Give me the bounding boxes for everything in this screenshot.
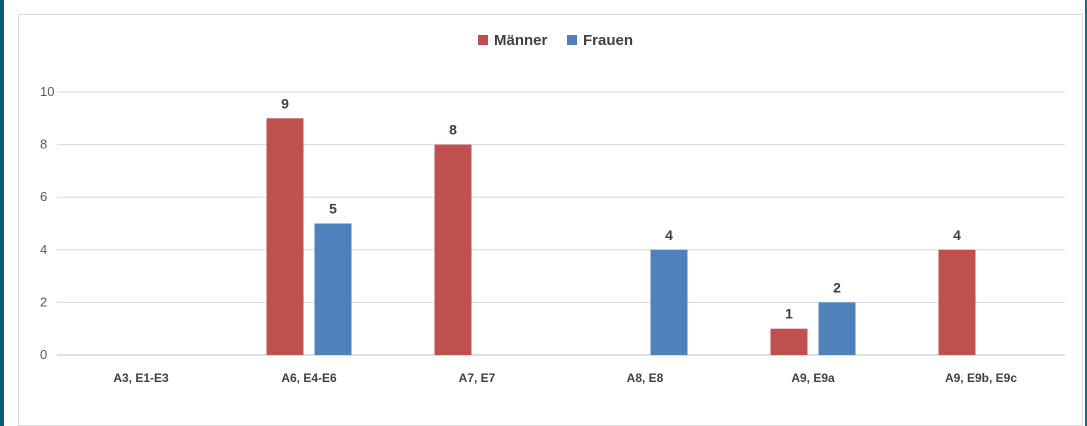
x-tick-label: A8, E8 bbox=[627, 371, 664, 385]
x-tick-label: A9, E9b, E9c bbox=[945, 371, 1017, 385]
data-label: 8 bbox=[449, 122, 457, 138]
data-label: 4 bbox=[665, 227, 673, 243]
y-tick-label: 2 bbox=[40, 294, 47, 309]
gridlines bbox=[57, 91, 1065, 356]
bar-männer-4 bbox=[770, 328, 808, 355]
bar-frauen-1 bbox=[314, 223, 352, 355]
data-label: 9 bbox=[281, 95, 289, 111]
bar-männer-5 bbox=[938, 249, 976, 355]
y-tick-label: 4 bbox=[40, 242, 47, 257]
legend-swatch-männer bbox=[478, 35, 488, 45]
x-tick-label: A9, E9a bbox=[791, 371, 835, 385]
bars bbox=[266, 118, 976, 355]
y-tick-label: 10 bbox=[40, 84, 54, 99]
data-labels: 9 5 8 4 1 2 4 bbox=[281, 95, 961, 321]
y-tick-label: 6 bbox=[40, 189, 47, 204]
x-axis-ticks: A3, E1-E3 A6, E4-E6 A7, E7 A8, E8 A9, E9a A9,… bbox=[113, 371, 1017, 385]
chart-legend: Männer Frauen bbox=[478, 32, 633, 49]
bar-frauen-4 bbox=[818, 302, 856, 355]
data-label: 2 bbox=[833, 279, 841, 295]
data-label: 4 bbox=[953, 227, 961, 243]
x-tick-label: A3, E1-E3 bbox=[113, 371, 169, 385]
legend-label-frauen: Frauen bbox=[583, 32, 633, 49]
legend-swatch-frauen bbox=[567, 35, 577, 45]
y-tick-label: 8 bbox=[40, 137, 47, 152]
y-tick-label: 0 bbox=[40, 347, 47, 362]
bar-frauen-3 bbox=[650, 249, 688, 355]
x-tick-label: A7, E7 bbox=[459, 371, 496, 385]
data-label: 1 bbox=[785, 306, 793, 322]
x-tick-label: A6, E4-E6 bbox=[281, 371, 337, 385]
chart-area bbox=[18, 14, 1083, 426]
legend-label-männer: Männer bbox=[494, 32, 548, 49]
bar-chart: Männer Frauen 0 2 4 6 8 10 9 5 8 4 1 2 4 A3, E1-E3 A6… bbox=[40, 32, 1065, 385]
bar-männer-1 bbox=[266, 118, 304, 355]
bar-männer-2 bbox=[434, 144, 472, 355]
data-label: 5 bbox=[329, 201, 337, 217]
y-axis-ticks: 0 2 4 6 8 10 bbox=[40, 84, 54, 362]
